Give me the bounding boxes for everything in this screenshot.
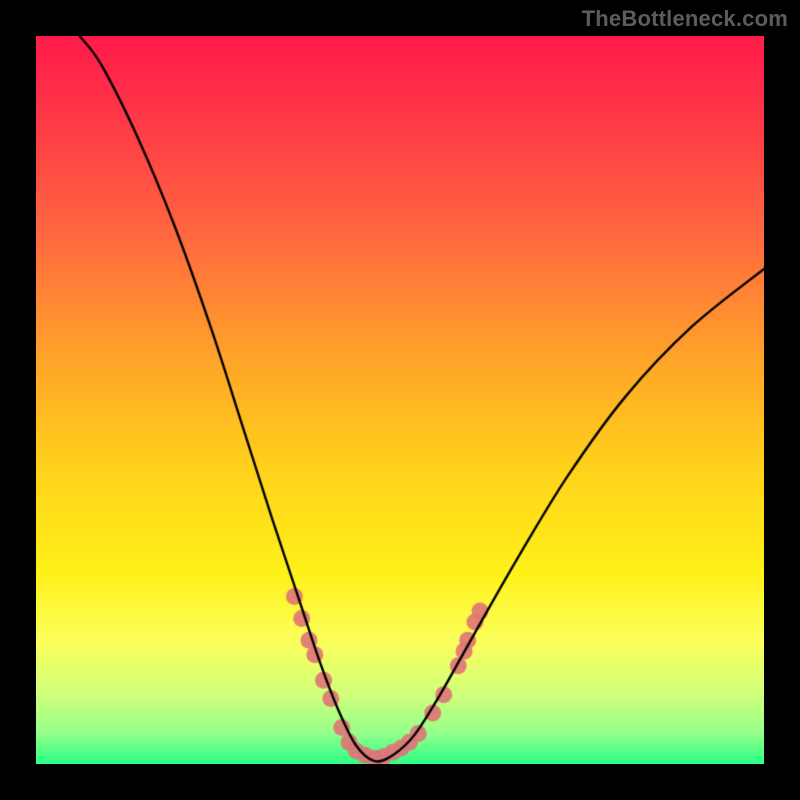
bottleneck-chart-canvas	[36, 36, 764, 764]
chart-container: TheBottleneck.com	[0, 0, 800, 800]
attribution-text: TheBottleneck.com	[582, 6, 788, 32]
